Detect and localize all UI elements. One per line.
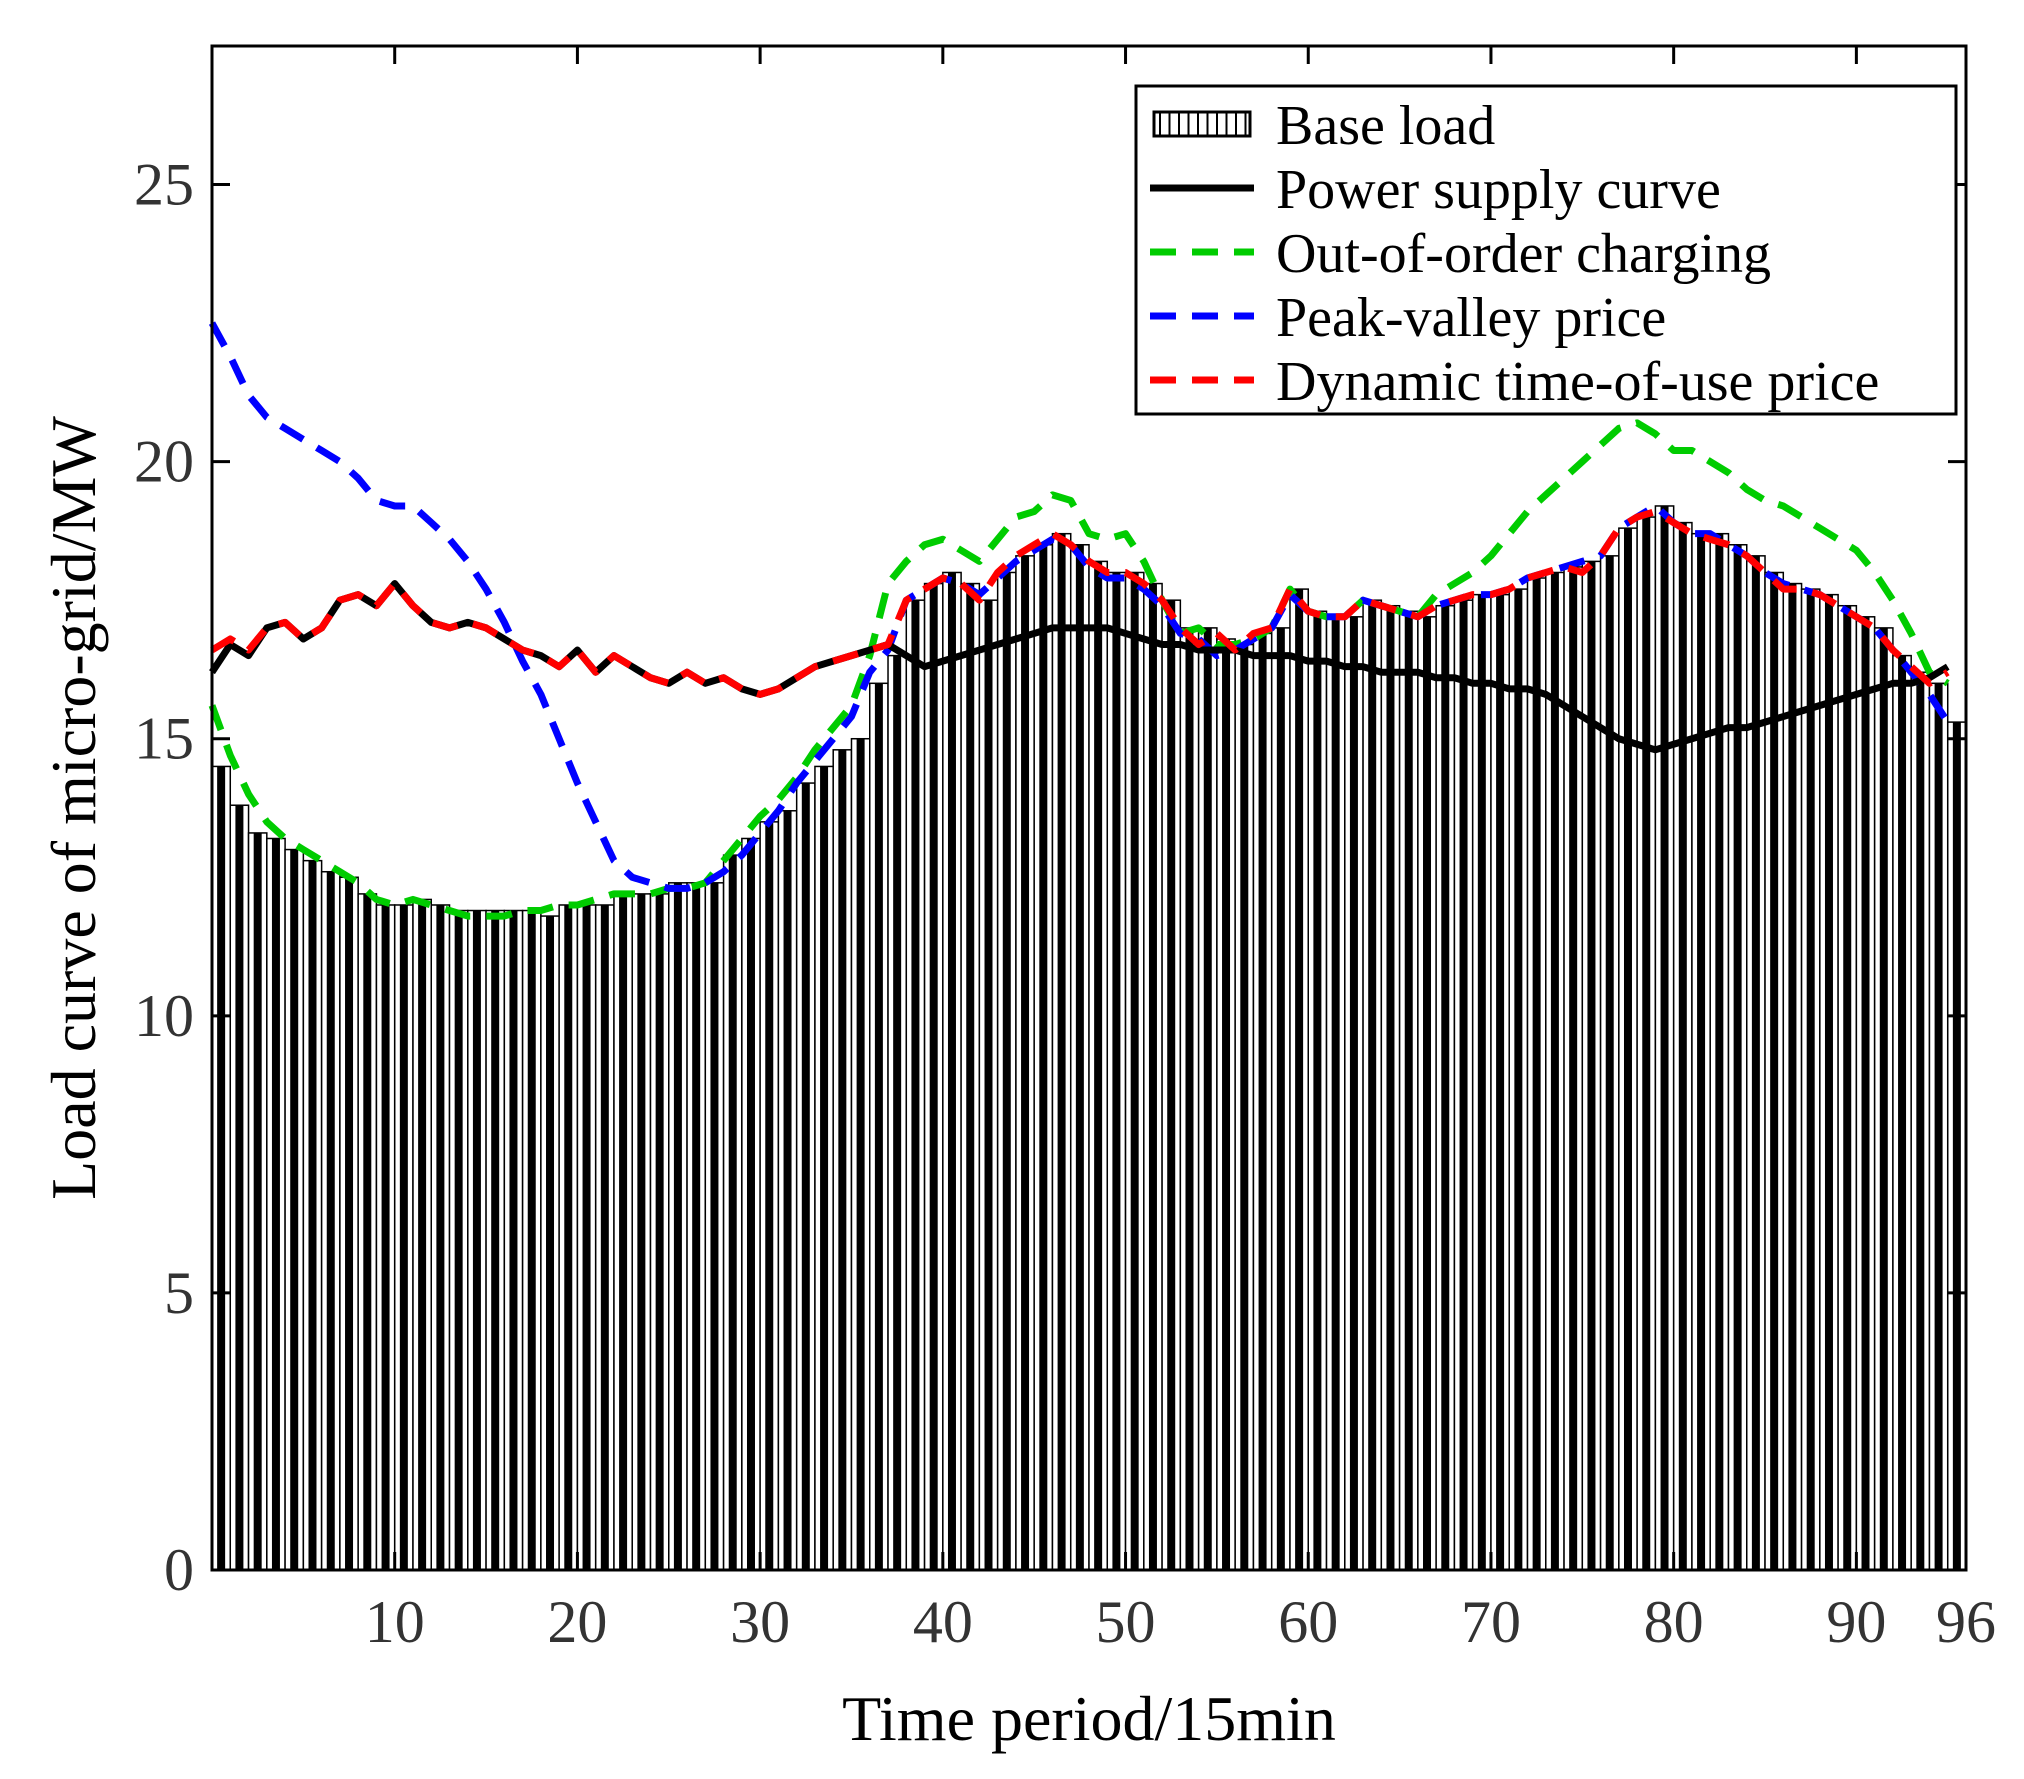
y-tick-label-20: 20: [134, 429, 194, 495]
x-tick-label-80: 80: [1644, 1589, 1704, 1655]
lines-layer: [208, 321, 1951, 920]
y-tick-label-0: 0: [164, 1537, 194, 1603]
plot-frame: [210, 44, 1968, 1572]
x-tick-label-20: 20: [547, 1589, 607, 1655]
x-axis-title: Time period/15min: [842, 1683, 1336, 1754]
x-tick-label-30: 30: [730, 1589, 790, 1655]
x-tick-label-60: 60: [1278, 1589, 1338, 1655]
series-line-out-of-order-charging: [208, 419, 1950, 920]
legend-box: [1134, 84, 1958, 416]
y-axis-title: Load curve of micro-grid/MW: [38, 416, 109, 1200]
legend-label-power-supply-curve: Power supply curve: [1276, 159, 1721, 221]
legend-label-base-load: Base load: [1276, 95, 1495, 157]
legend-label-peak-valley-price: Peak-valley price: [1276, 287, 1666, 349]
bars-layer: [211, 505, 1967, 1571]
y-tick-label-25: 25: [134, 152, 194, 218]
y-tick-label-10: 10: [134, 983, 194, 1049]
y-tick-label-15: 15: [134, 706, 194, 772]
x-tick-label-50: 50: [1096, 1589, 1156, 1655]
x-tick-label-10: 10: [365, 1589, 425, 1655]
legend-label-dynamic-time-of-use-price: Dynamic time-of-use price: [1276, 351, 1879, 413]
x-tick-label-70: 70: [1461, 1589, 1521, 1655]
x-tick-label-90: 90: [1826, 1589, 1886, 1655]
y-tick-label-5: 5: [164, 1260, 194, 1326]
legend-label-out-of-order-charging: Out-of-order charging: [1276, 223, 1771, 285]
x-tick-label-96: 96: [1936, 1589, 1996, 1655]
series-line-power-supply-curve: [209, 580, 1950, 754]
legend-swatch-base-load: [1152, 110, 1252, 138]
x-tick-label-40: 40: [913, 1589, 973, 1655]
series-line-peak-valley-price: [208, 321, 1951, 892]
